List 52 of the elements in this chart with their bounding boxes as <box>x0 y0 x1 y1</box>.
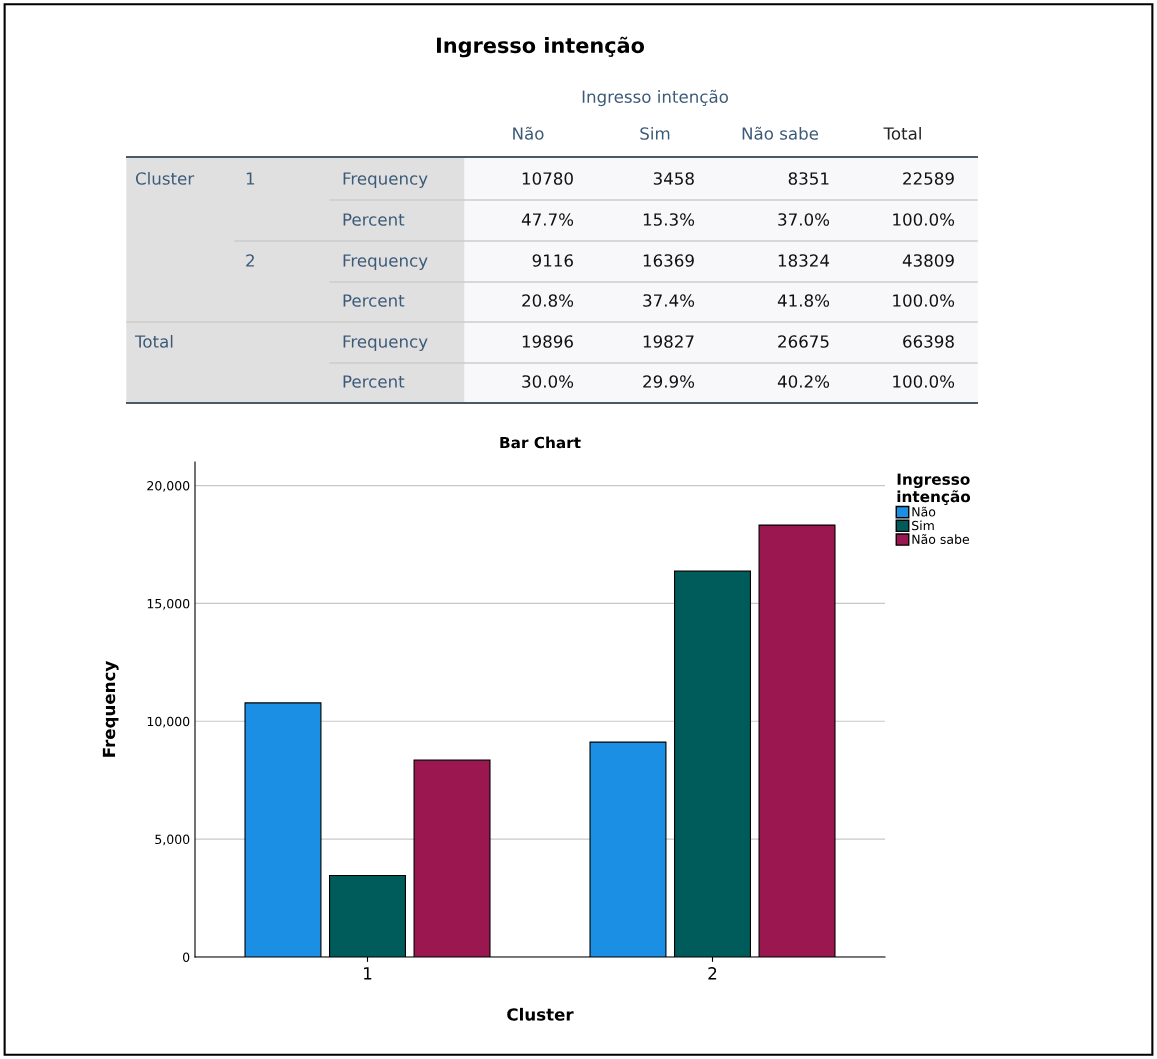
text: 8351 <box>788 172 829 185</box>
text: 100.0% <box>893 294 955 307</box>
text: 15.3% <box>643 213 695 226</box>
y-tick-label: 10,000 <box>147 716 190 728</box>
text: 100.0% <box>893 375 955 388</box>
legend-label: Não sabe <box>912 534 970 544</box>
y-tick-label: 0 <box>183 952 190 962</box>
text: 22589 <box>903 172 954 185</box>
text: 100.0% <box>893 213 955 226</box>
text: Cluster <box>135 171 195 185</box>
text: 18324 <box>778 254 830 267</box>
text: Ingresso intenção <box>582 89 728 107</box>
y-tick-label: 20,000 <box>147 481 190 492</box>
legend-title: Ingresso intenção <box>897 473 971 506</box>
text: 47.7% <box>521 213 574 226</box>
text: Ingresso intenção <box>436 36 645 58</box>
text: 43809 <box>902 254 954 267</box>
text: 9116 <box>532 254 573 267</box>
chart-title: Bar Chart <box>500 436 581 449</box>
y-axis-title: Frequency <box>102 661 119 757</box>
text: Percent <box>343 375 405 388</box>
text: 3458 <box>653 172 694 185</box>
text: Frequency <box>343 335 428 352</box>
legend-label: Sim <box>912 520 934 531</box>
text: 37.4% <box>643 294 695 307</box>
text: Percent <box>343 213 405 226</box>
y-tick-label: 15,000 <box>147 598 190 610</box>
text: 19896 <box>522 335 573 348</box>
text: 30.0% <box>522 375 574 388</box>
text: 41.8% <box>777 294 830 307</box>
text: 29.9% <box>643 375 695 388</box>
text: 2 <box>246 254 254 267</box>
text: Sim <box>640 126 670 140</box>
legend-label: Não <box>912 506 936 517</box>
text: Não sabe <box>742 126 819 140</box>
x-axis-title: Cluster <box>507 1007 574 1021</box>
text: Total <box>134 334 173 348</box>
text: 26675 <box>778 335 829 348</box>
text: Percent <box>343 294 405 307</box>
y-tick-label: 5,000 <box>155 834 190 846</box>
text: Não <box>513 126 544 140</box>
text: Frequency <box>343 172 428 189</box>
text: 20.8% <box>522 294 574 307</box>
text: 40.2% <box>777 375 830 388</box>
text: Total <box>883 126 921 140</box>
text: 37.0% <box>778 213 830 226</box>
text: Frequency <box>343 254 428 271</box>
text: 19827 <box>643 335 694 348</box>
text: 10780 <box>522 172 573 185</box>
text: 66398 <box>903 335 954 348</box>
text: 16369 <box>643 254 694 267</box>
text: 1 <box>246 172 255 185</box>
